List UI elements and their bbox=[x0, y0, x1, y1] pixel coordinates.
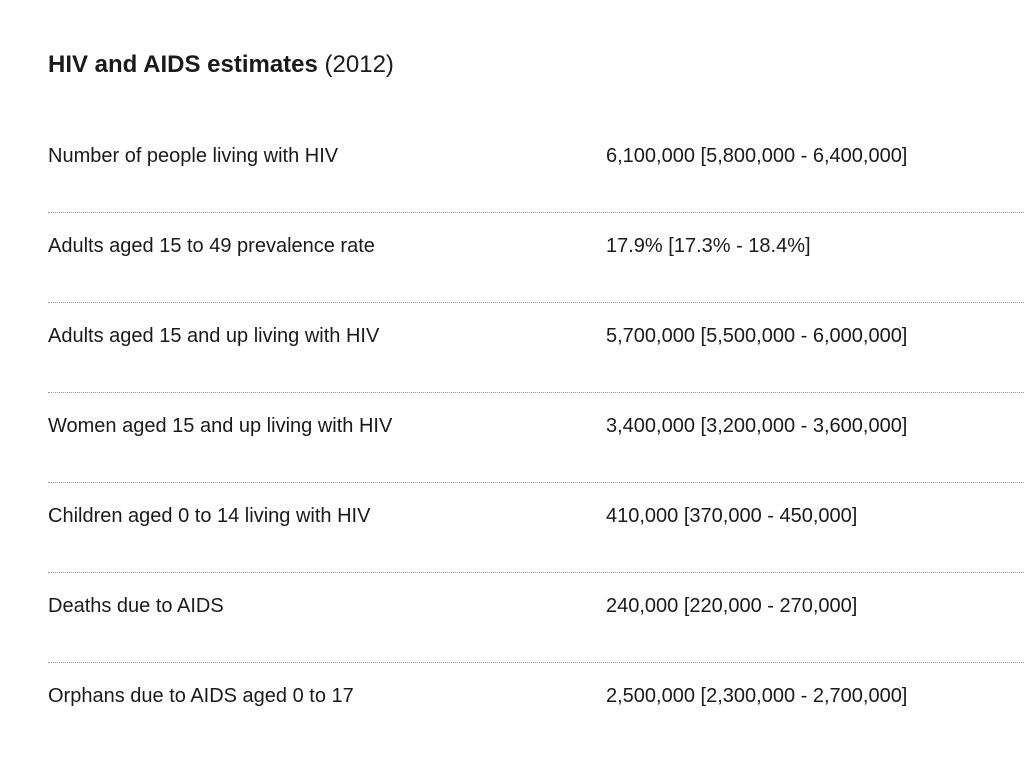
row-divider bbox=[48, 212, 1024, 213]
page-title: HIV and AIDS estimates (2012) bbox=[48, 50, 394, 80]
row-divider bbox=[48, 482, 1024, 483]
title-main: HIV and AIDS estimates bbox=[48, 51, 318, 78]
row-value: 17.9% [17.3% - 18.4%] bbox=[606, 235, 811, 257]
table-row: Adults aged 15 and up living with HIV 5,… bbox=[48, 305, 1024, 395]
row-value: 240,000 [220,000 - 270,000] bbox=[606, 595, 858, 617]
row-label: Adults aged 15 and up living with HIV bbox=[48, 325, 380, 347]
table-row: Children aged 0 to 14 living with HIV 41… bbox=[48, 485, 1024, 575]
row-label: Adults aged 15 to 49 prevalence rate bbox=[48, 235, 375, 257]
table-row: Adults aged 15 to 49 prevalence rate 17.… bbox=[48, 215, 1024, 305]
table-row: Orphans due to AIDS aged 0 to 17 2,500,0… bbox=[48, 665, 1024, 755]
row-label: Number of people living with HIV bbox=[48, 145, 339, 167]
row-value: 6,100,000 [5,800,000 - 6,400,000] bbox=[606, 145, 908, 167]
row-divider bbox=[48, 572, 1024, 573]
table-row: Deaths due to AIDS 240,000 [220,000 - 27… bbox=[48, 575, 1024, 665]
row-label: Children aged 0 to 14 living with HIV bbox=[48, 505, 371, 527]
table-row: Women aged 15 and up living with HIV 3,4… bbox=[48, 395, 1024, 485]
row-label: Women aged 15 and up living with HIV bbox=[48, 415, 393, 437]
row-divider bbox=[48, 302, 1024, 303]
row-value: 2,500,000 [2,300,000 - 2,700,000] bbox=[606, 685, 908, 707]
estimates-table: Number of people living with HIV 6,100,0… bbox=[48, 125, 1024, 755]
row-value: 3,400,000 [3,200,000 - 3,600,000] bbox=[606, 415, 908, 437]
row-value: 5,700,000 [5,500,000 - 6,000,000] bbox=[606, 325, 908, 347]
table-row: Number of people living with HIV 6,100,0… bbox=[48, 125, 1024, 215]
row-label: Deaths due to AIDS bbox=[48, 595, 224, 617]
row-value: 410,000 [370,000 - 450,000] bbox=[606, 505, 858, 527]
row-label: Orphans due to AIDS aged 0 to 17 bbox=[48, 685, 354, 707]
row-divider bbox=[48, 392, 1024, 393]
row-divider bbox=[48, 662, 1024, 663]
title-year: (2012) bbox=[324, 51, 394, 78]
